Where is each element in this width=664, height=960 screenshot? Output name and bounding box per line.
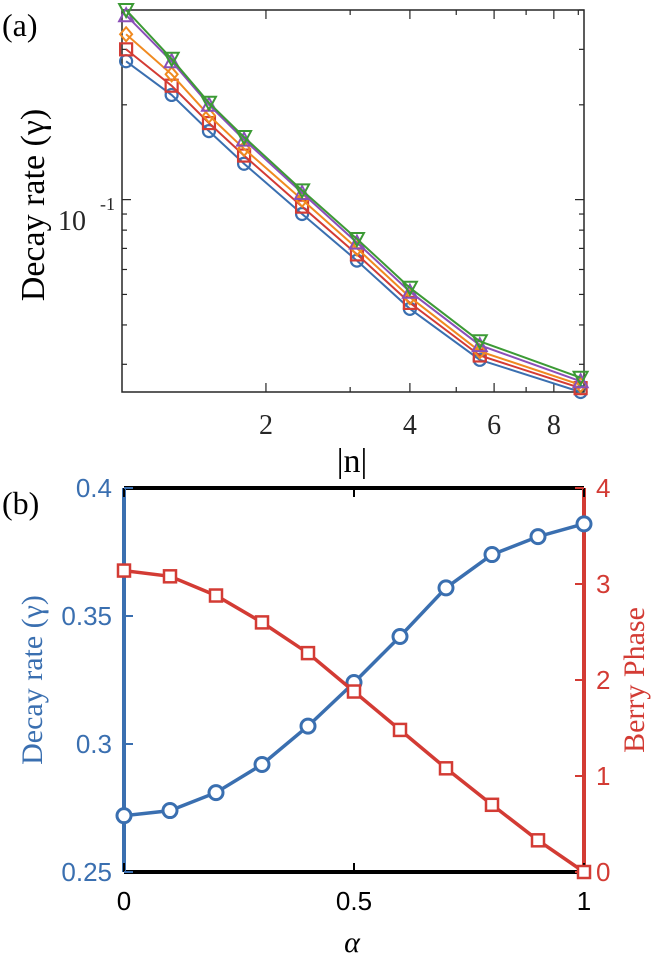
panel-b-data-point [254,615,270,630]
panel-b-data-point [483,546,501,564]
panel-a: (a) 2 4 6 8 10 -1 |n| Decay rate (γ) [2,3,590,480]
panel-a-data-point [571,372,590,389]
panel-b-series [115,515,593,880]
panel-a-label: (a) [2,7,38,43]
panel-b-data-point [253,755,271,773]
panel-b-right-tick-label: 4 [596,473,610,503]
panel-a-data-point [162,51,181,68]
panel-a-data-point [348,231,366,249]
panel-b-series-decay-rate [115,515,593,825]
panel-a-series-5 [117,3,590,387]
panel-b-right-tick-label: 1 [596,761,610,791]
panel-b-data-point [438,761,454,776]
panel-b-left-tick-label: 0.35 [61,601,112,631]
panel-b-data-point [162,569,178,584]
panel-a-minor-ticks [122,9,584,392]
panel-a-xtick-label: 4 [403,410,417,441]
panel-b-right-tick-label: 0 [596,857,610,887]
panel-a-series-line [125,60,581,393]
panel-b-series-line [123,568,585,874]
panel-b-left-tick-label: 0.25 [61,857,112,887]
panel-a-series [117,3,590,400]
panel-a-data-point [471,336,489,353]
panel-a-data-point [235,130,253,147]
panel-a-data-point [164,65,179,83]
panel-b-data-point [484,797,500,813]
panel-b-xtick-label: 0.5 [336,886,372,916]
panel-a-data-point [236,156,252,171]
panel-b-data-point [207,784,225,802]
panel-b-label: (b) [2,485,39,521]
panel-b-data-point [208,588,224,603]
panel-b-left-y-axis-label: Decay rate (γ) [16,595,49,765]
panel-a-data-point [118,25,134,43]
panel-b-data-point [530,833,546,848]
panel-b-left-tick-label: 0.4 [76,473,112,503]
panel-a-series-line [125,9,581,379]
panel-a-data-point [472,342,488,360]
panel-a-ytick-base: 10 [58,206,86,237]
panel-b-data-point [576,864,592,880]
panel-a-data-point [164,78,179,93]
panel-a-data-point [471,334,489,351]
panel-b-data-point [115,807,133,825]
panel-a-axes-frame [121,9,585,393]
panel-a-data-point [571,370,590,387]
panel-a-data-point [117,3,135,20]
panel-b-xtick-label: 1 [577,886,591,916]
panel-b-xtick-label: 0 [117,886,131,916]
panel-a-series-line [125,14,581,383]
panel-a-data-point [201,124,217,139]
panel-a-series-1 [119,54,588,400]
panel-b-left-tick-label: 0.3 [76,729,112,759]
panel-b-right-tick-label: 3 [596,569,610,599]
panel-a-y-axis-label: Decay rate (γ) [15,109,52,301]
panel-b-data-point [116,563,132,578]
panel-a-x-ticks: 2 4 6 8 [259,410,561,441]
panel-a-data-point [201,106,217,125]
panel-b-series-berry-phase [116,563,592,880]
panel-a-data-point [201,115,217,131]
panel-a-xtick-label: 6 [487,410,501,441]
panel-b-x-axis-label: α [344,926,361,959]
panel-a-data-point [164,87,179,103]
panel-b-data-point [392,722,408,738]
panel-b-data-point [161,802,179,820]
panel-b-data-point [529,528,547,546]
panel-b-data-point [437,579,455,597]
panel-a-data-point [293,183,311,200]
panel-a-y-ticks: 10 -1 [58,194,115,237]
panel-a-data-point [119,42,134,57]
panel-a-x-axis-label: |n| [337,443,368,480]
panel-b-series-line [123,522,585,818]
panel-a-data-point [200,95,218,112]
panel-b-data-point [575,515,593,533]
panel-b-data-point [391,627,409,645]
panel-a-data-point [401,280,419,297]
panel-b-data-point [300,645,316,661]
panel-b-data-point [346,684,362,699]
panel-b-right-y-axis-label: Berry Phase [618,607,651,753]
panel-b-data-point [299,717,317,735]
panel-a-xtick-label: 2 [259,410,273,441]
panel-a-ytick-exponent: -1 [100,194,115,214]
panel-a-series-4 [117,6,590,389]
panel-b-right-tick-label: 2 [596,665,610,695]
panel-a-xtick-label: 8 [547,410,561,441]
